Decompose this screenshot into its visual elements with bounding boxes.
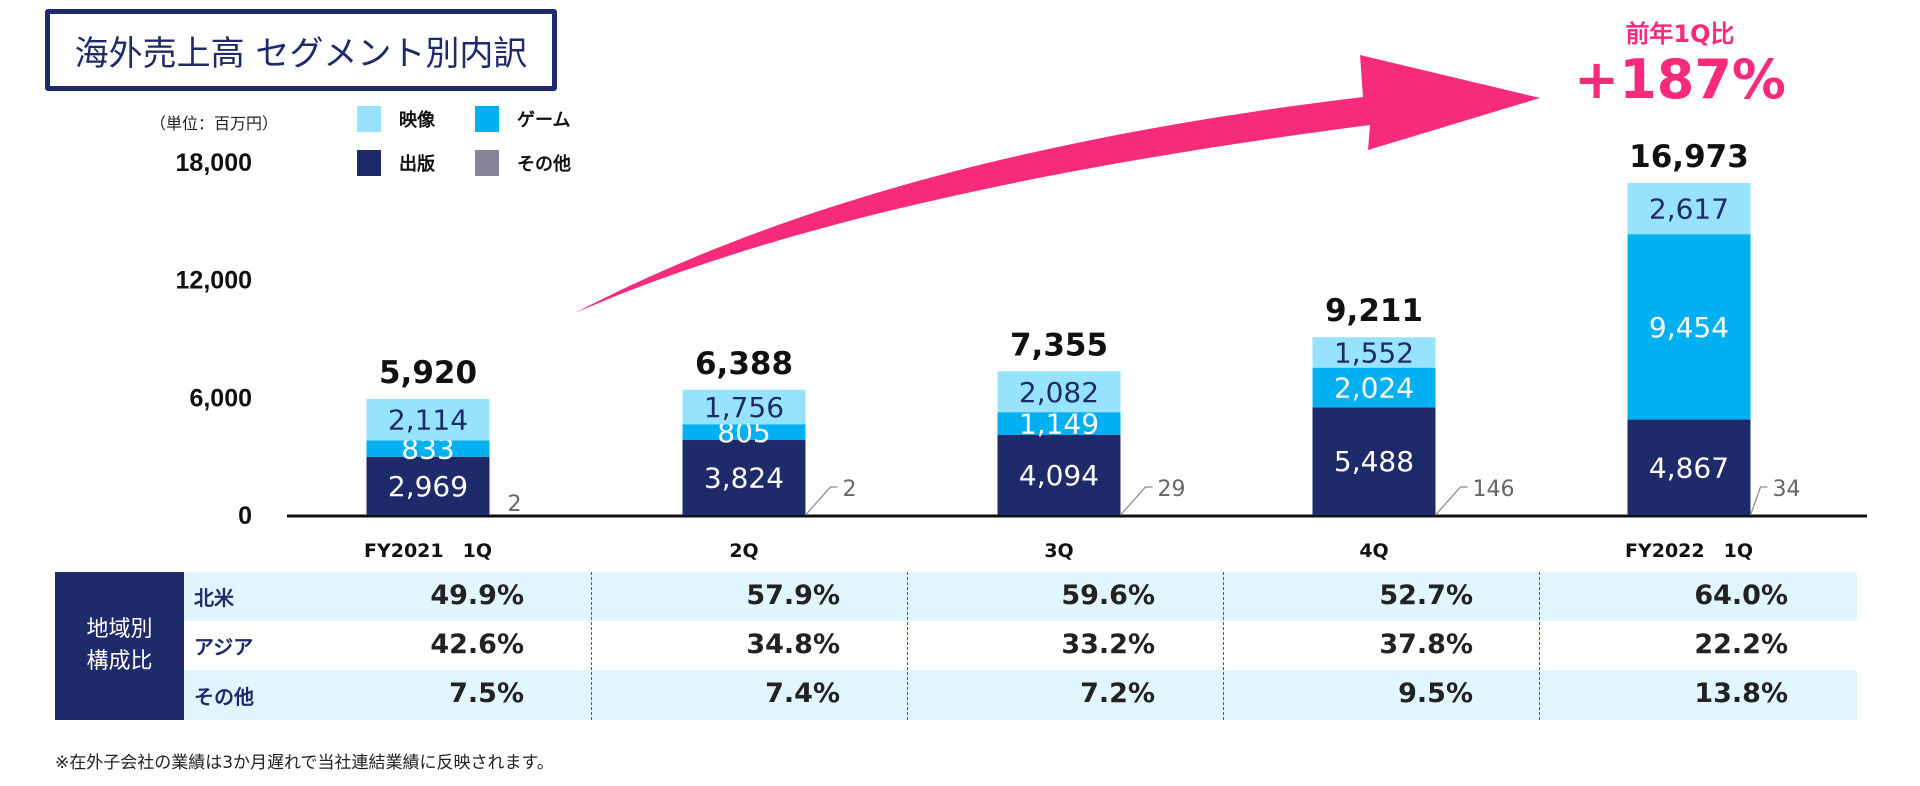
bar-segment-publishing	[682, 440, 806, 515]
legend-swatch	[357, 106, 381, 132]
x-category-label: 3Q	[1044, 540, 1073, 562]
bar-segment-publishing	[1312, 407, 1436, 515]
row-label: アジア	[194, 635, 254, 659]
other-leader-line	[1435, 486, 1468, 516]
other-value-label: 2	[843, 477, 857, 502]
bar-segment-video	[997, 371, 1121, 413]
legend-label: ゲーム	[517, 110, 571, 131]
column-divider	[1223, 572, 1224, 720]
y-tick-label: 18,000	[176, 149, 252, 177]
table-row: その他	[184, 670, 1857, 720]
legend-swatch	[357, 150, 381, 176]
segment-value-label: 4,867	[1649, 451, 1729, 484]
unit-label: （単位：百万円）	[150, 114, 279, 133]
legend-item-video: 映像	[357, 106, 435, 132]
column-divider	[1539, 572, 1540, 720]
legend-swatch	[475, 106, 499, 132]
segment-value-label: 1,552	[1334, 336, 1414, 369]
other-leader-line	[1749, 486, 1768, 516]
legend-label: 出版	[399, 154, 435, 175]
total-value-label: 16,973	[1629, 139, 1749, 175]
table-row: 北米	[184, 572, 1857, 621]
slide-title: 海外売上高 セグメント別内訳	[45, 9, 557, 91]
segment-value-label: 9,454	[1649, 311, 1729, 344]
table-cell: 13.8%	[1694, 678, 1788, 709]
bar-segment-game	[682, 424, 806, 441]
table-header: 地域別 構成比	[55, 572, 184, 720]
table-cell: 64.0%	[1694, 580, 1788, 611]
table-row: アジア	[184, 621, 1857, 670]
legend-label: 映像	[399, 110, 435, 131]
other-value-label: 2	[508, 492, 522, 517]
y-tick-label: 0	[238, 502, 252, 530]
other-value-label: 34	[1773, 477, 1801, 502]
segment-value-label: 2,114	[388, 404, 468, 437]
footnote: ※在外子会社の業績は3か月遅れで当社連結業績に反映されます。	[55, 753, 554, 773]
table-cell: 9.5%	[1398, 678, 1473, 709]
row-label: 北米	[194, 586, 234, 610]
table-cell: 7.5%	[449, 678, 524, 709]
region-composition-table: 地域別 構成比 北米 アジア その他 49.9% 57.9% 59.6% 52.7% 6…	[55, 572, 1857, 720]
bar-segment-publishing	[366, 456, 490, 515]
segment-value-label: 2,082	[1019, 376, 1099, 409]
x-category-label: FY2021 1Q	[364, 540, 492, 562]
legend-label: その他	[517, 154, 571, 175]
table-cell: 33.2%	[1061, 629, 1155, 660]
total-value-label: 7,355	[1010, 327, 1108, 363]
segment-value-label: 3,824	[704, 462, 784, 495]
table-cell: 37.8%	[1379, 629, 1473, 660]
bar-segment-video	[366, 398, 490, 441]
yoy-value: +187%	[1573, 48, 1787, 111]
bar-segment-game	[1312, 367, 1436, 408]
segment-value-label: 4,094	[1019, 459, 1099, 492]
other-value-label: 146	[1473, 477, 1515, 502]
total-value-label: 5,920	[379, 355, 477, 391]
table-cell: 7.4%	[765, 678, 840, 709]
bar-segment-publishing	[1627, 419, 1751, 515]
table-cell: 22.2%	[1694, 629, 1788, 660]
legend-item-publishing: 出版	[357, 150, 435, 176]
bar-segment-video	[1627, 182, 1751, 235]
bar-segment-game	[997, 412, 1121, 435]
other-leader-line	[1120, 486, 1153, 516]
legend-item-other: その他	[475, 150, 571, 176]
y-tick-label: 12,000	[176, 267, 252, 295]
table-cell: 57.9%	[746, 580, 840, 611]
segment-value-label: 1,756	[704, 391, 784, 424]
table-cell: 59.6%	[1061, 580, 1155, 611]
segment-value-label: 1,149	[1019, 407, 1099, 440]
segment-value-label: 5,488	[1334, 445, 1414, 478]
other-leader-line	[805, 486, 838, 516]
y-tick-label: 6,000	[189, 384, 252, 412]
bar-segment-game	[1627, 234, 1751, 420]
table-cell: 49.9%	[430, 580, 524, 611]
column-divider	[591, 572, 592, 720]
table-cell: 42.6%	[430, 629, 524, 660]
x-category-label: 2Q	[729, 540, 758, 562]
growth-arrow	[575, 55, 1540, 313]
legend-item-game: ゲーム	[475, 106, 570, 132]
segment-value-label: 2,024	[1334, 372, 1414, 405]
segment-value-label: 2,969	[388, 470, 468, 503]
segment-value-label: 2,617	[1649, 192, 1729, 225]
total-value-label: 9,211	[1325, 293, 1423, 329]
bar-segment-game	[366, 440, 490, 457]
x-category-label: 4Q	[1359, 540, 1388, 562]
other-value-label: 29	[1158, 477, 1186, 502]
legend-swatch	[475, 150, 499, 176]
bar-segment-publishing	[997, 434, 1121, 515]
total-value-label: 6,388	[695, 346, 793, 382]
table-cell: 34.8%	[746, 629, 840, 660]
table-cell: 7.2%	[1080, 678, 1155, 709]
x-category-label: FY2022 1Q	[1625, 540, 1753, 562]
table-cell: 52.7%	[1379, 580, 1473, 611]
bar-segment-video	[1312, 337, 1436, 368]
row-label: その他	[194, 684, 254, 709]
yoy-label: 前年1Q比	[1625, 20, 1735, 48]
column-divider	[907, 572, 908, 720]
bar-segment-video	[682, 389, 806, 425]
